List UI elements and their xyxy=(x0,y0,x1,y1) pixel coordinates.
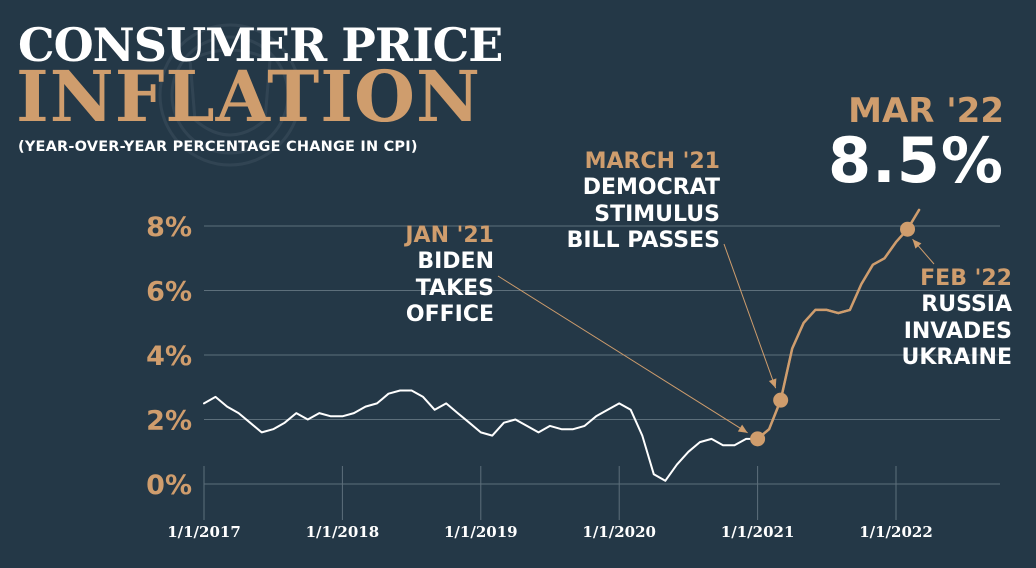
highlight-point xyxy=(900,221,916,237)
chart-title-line2: INFLATION xyxy=(16,55,481,138)
inflation-series-line xyxy=(203,208,921,482)
annotation-feb22-line: UKRAINE xyxy=(901,345,1012,371)
y-tick-label: 0% xyxy=(146,470,192,501)
annotation-jan21: JAN '21 BIDEN TAKES OFFICE xyxy=(405,223,494,329)
chart-subtitle: (YEAR-OVER-YEAR PERCENTAGE CHANGE IN CPI… xyxy=(18,139,418,155)
annotation-feb22-line: RUSSIA xyxy=(921,292,1012,318)
annotation-mar21-date: MARCH '21 xyxy=(584,149,720,174)
x-tick-label: 1/1/2017 xyxy=(167,523,241,541)
annotation-mar22-value: 8.5% xyxy=(828,123,1004,197)
x-tick-label: 1/1/2021 xyxy=(721,523,795,541)
arrow-mar21 xyxy=(723,243,777,389)
y-tick-label: 4% xyxy=(146,341,192,372)
inflation-series-highlight xyxy=(756,208,921,441)
y-tick-label: 8% xyxy=(146,212,192,243)
x-tick-label: 1/1/2022 xyxy=(859,523,933,541)
annotation-feb22: FEB '22 RUSSIA INVADES UKRAINE xyxy=(901,266,1012,372)
annotation-jan21-line: OFFICE xyxy=(405,302,494,328)
x-tick-label: 1/1/2019 xyxy=(444,523,518,541)
annotation-mar21-line: DEMOCRAT xyxy=(582,175,720,201)
x-tick-label: 1/1/2020 xyxy=(582,523,656,541)
annotation-mar21-line: BILL PASSES xyxy=(566,228,720,254)
chart-title-line1: CONSUMER PRICE xyxy=(18,18,503,72)
annotation-mar22-date: MAR '22 xyxy=(848,91,1004,131)
y-tick-label: 2% xyxy=(146,406,192,437)
annotation-mar21-line: STIMULUS xyxy=(594,201,720,227)
highlight-point xyxy=(773,392,789,408)
highlight-point xyxy=(750,431,766,447)
annotation-feb22-line: INVADES xyxy=(903,318,1012,344)
y-tick-label: 6% xyxy=(146,277,192,308)
annotation-jan21-date: JAN '21 xyxy=(405,223,494,248)
seal-watermark xyxy=(158,23,300,167)
arrow-mar21-head xyxy=(768,378,777,389)
annotation-jan21-line: TAKES xyxy=(415,275,494,301)
annotation-jan21-line: BIDEN xyxy=(417,249,494,275)
x-tick-label: 1/1/2018 xyxy=(306,523,380,541)
arrow-jan21-head xyxy=(737,424,748,433)
arrow-feb22-head xyxy=(912,239,922,249)
annotation-feb22-date: FEB '22 xyxy=(920,266,1012,291)
annotation-mar22: MAR '22 8.5% xyxy=(828,91,1004,197)
arrow-jan21 xyxy=(497,275,748,434)
annotation-mar21: MARCH '21 DEMOCRAT STIMULUS BILL PASSES xyxy=(567,149,720,255)
